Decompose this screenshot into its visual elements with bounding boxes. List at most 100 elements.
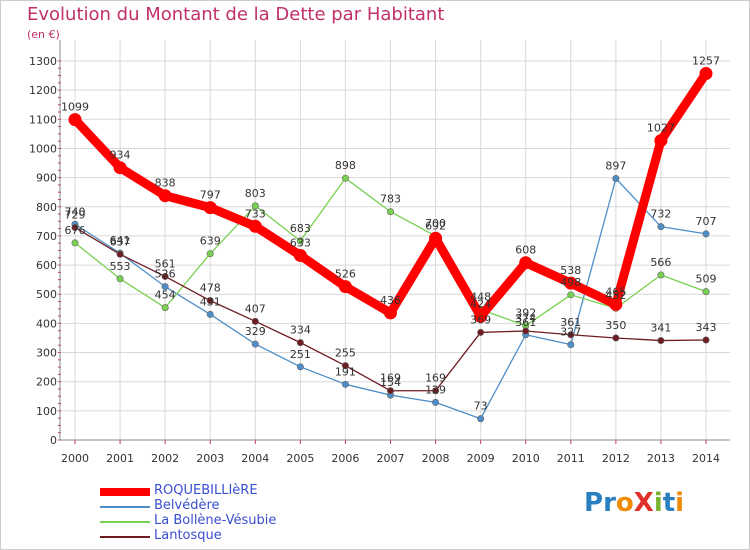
x-tick-label: 2001 xyxy=(106,452,134,465)
x-tick-label: 2013 xyxy=(647,452,675,465)
data-point xyxy=(429,231,443,245)
data-label: 191 xyxy=(335,365,356,378)
data-label: 329 xyxy=(245,325,266,338)
data-point xyxy=(519,256,533,270)
data-label: 897 xyxy=(605,159,626,172)
legend-swatch xyxy=(100,506,150,508)
data-label: 676 xyxy=(65,224,86,237)
data-point xyxy=(384,306,397,320)
data-point xyxy=(296,363,304,371)
logo-letter: o xyxy=(615,488,634,518)
data-point xyxy=(296,339,304,347)
data-point xyxy=(161,272,169,280)
x-tick-label: 2006 xyxy=(331,452,359,465)
data-label: 392 xyxy=(515,307,536,320)
data-point xyxy=(612,334,620,342)
y-tick-label: 300 xyxy=(36,347,57,360)
data-point xyxy=(654,134,668,148)
data-point xyxy=(699,67,713,81)
x-tick-label: 2012 xyxy=(602,452,630,465)
data-label: 637 xyxy=(110,235,131,248)
x-tick-label: 2000 xyxy=(61,452,89,465)
x-tick-label: 2009 xyxy=(467,452,495,465)
data-point xyxy=(477,415,485,423)
data-point xyxy=(386,387,394,395)
data-point xyxy=(116,250,124,258)
data-label: 803 xyxy=(245,187,266,200)
data-label: 478 xyxy=(200,282,221,295)
data-point xyxy=(158,189,172,203)
data-point xyxy=(432,398,440,406)
data-label: 1257 xyxy=(692,55,720,68)
data-point xyxy=(71,239,79,247)
data-point xyxy=(477,328,485,336)
data-point xyxy=(567,331,575,339)
y-tick-label: 800 xyxy=(36,201,57,214)
data-point xyxy=(161,283,169,291)
data-label: 341 xyxy=(650,322,671,335)
data-point xyxy=(432,387,440,395)
x-tick-label: 2010 xyxy=(512,452,540,465)
data-label: 73 xyxy=(474,400,488,413)
x-tick-label: 2003 xyxy=(196,452,224,465)
data-label: 436 xyxy=(380,294,401,307)
data-label: 509 xyxy=(696,273,717,286)
y-tick-label: 500 xyxy=(36,288,57,301)
y-tick-label: 1300 xyxy=(29,55,57,68)
data-point xyxy=(161,304,169,312)
unit-label: (en €) xyxy=(27,28,60,41)
data-label: 641 xyxy=(110,234,131,247)
data-point xyxy=(338,280,352,294)
data-point xyxy=(68,113,82,127)
y-tick-label: 700 xyxy=(36,230,57,243)
data-point xyxy=(702,336,710,344)
x-tick-label: 2014 xyxy=(692,452,720,465)
legend-label: ROQUEBILLIèRE xyxy=(154,483,258,498)
data-label: 454 xyxy=(155,289,176,302)
data-label: 154 xyxy=(380,376,401,389)
legend-label: Lantosque xyxy=(154,528,222,543)
data-label: 729 xyxy=(65,208,86,221)
data-label: 1027 xyxy=(647,122,675,135)
data-point xyxy=(71,223,79,231)
data-label: 639 xyxy=(200,235,221,248)
logo-letter: r xyxy=(603,488,616,518)
data-label: 255 xyxy=(335,347,356,360)
data-point xyxy=(657,271,665,279)
logo-letter: X xyxy=(633,488,654,518)
data-label: 538 xyxy=(560,264,581,277)
data-point xyxy=(474,309,488,323)
data-point xyxy=(567,341,575,349)
legend-label: Belvédère xyxy=(154,498,220,513)
data-label: 424 xyxy=(470,297,491,310)
data-label: 251 xyxy=(290,348,311,361)
y-tick-label: 200 xyxy=(36,376,57,389)
data-label: 700 xyxy=(425,217,446,230)
logo-letter: i xyxy=(675,488,685,518)
y-tick-label: 1100 xyxy=(29,113,57,126)
data-point xyxy=(296,237,304,245)
y-tick-label: 900 xyxy=(36,172,57,185)
logo-letter: i xyxy=(653,488,663,518)
legend-swatch xyxy=(100,488,150,496)
data-label: 369 xyxy=(470,313,491,326)
data-label: 431 xyxy=(200,295,221,308)
data-point xyxy=(702,230,710,238)
data-point xyxy=(657,337,665,345)
data-label: 1099 xyxy=(61,101,89,114)
data-label: 374 xyxy=(515,312,536,325)
data-label: 608 xyxy=(515,244,536,257)
data-label: 683 xyxy=(290,222,311,235)
data-label: 350 xyxy=(605,319,626,332)
data-label: 898 xyxy=(335,159,356,172)
x-tick-label: 2007 xyxy=(377,452,405,465)
data-label: 361 xyxy=(515,316,536,329)
data-label: 169 xyxy=(380,372,401,385)
plot-area xyxy=(60,40,730,440)
x-tick-label: 2011 xyxy=(557,452,585,465)
data-label: 692 xyxy=(425,219,446,232)
data-label: 498 xyxy=(560,276,581,289)
data-point xyxy=(657,223,665,231)
data-point xyxy=(206,297,214,305)
